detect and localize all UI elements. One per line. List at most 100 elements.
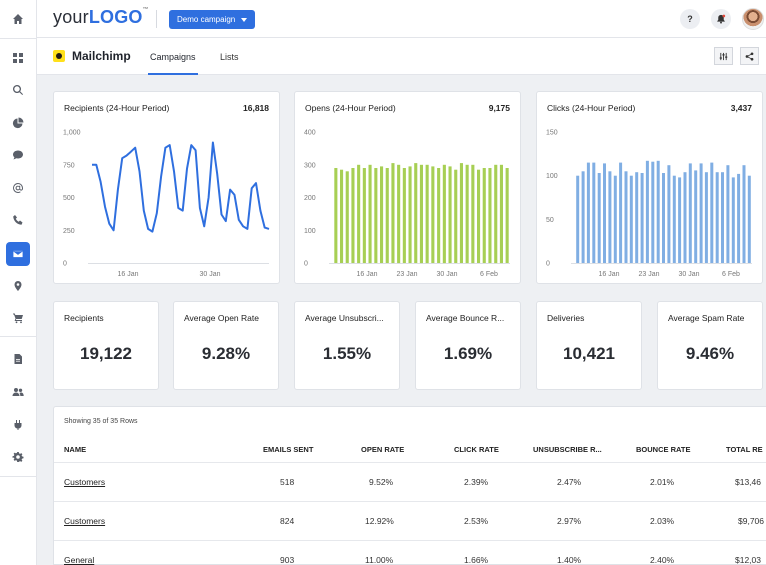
- column-header-emails-sent[interactable]: EMAILS SENT: [263, 445, 314, 454]
- data-bar: [613, 175, 617, 263]
- y-tick-label: 250: [63, 228, 75, 235]
- data-bar: [431, 166, 435, 263]
- data-bar: [351, 168, 355, 263]
- data-bar: [710, 162, 714, 263]
- cell-bounce-rate: 2.01%: [650, 477, 675, 487]
- brand-logo[interactable]: yourLOGO™: [53, 7, 149, 28]
- header-divider: [156, 10, 157, 28]
- cell-unsubscribe-rate: 1.40%: [557, 555, 582, 565]
- data-bar: [419, 164, 423, 264]
- campaign-name-link[interactable]: Customers: [64, 516, 106, 526]
- data-bar: [576, 175, 580, 263]
- recipients-chart-card: Recipients (24-Hour Period) 16,818 1,000…: [53, 91, 280, 284]
- report-document-icon[interactable]: [6, 347, 30, 371]
- kpi-card: Average Open Rate 9.28%: [173, 301, 279, 390]
- location-pin-icon[interactable]: [6, 274, 30, 298]
- active-tab-indicator: [148, 73, 198, 75]
- data-bar: [592, 162, 596, 263]
- tab-campaigns[interactable]: Campaigns: [150, 52, 196, 62]
- kpi-value: 1.55%: [322, 344, 372, 363]
- kpi-card: Average Unsubscri... 1.55%: [294, 301, 400, 390]
- data-bar: [704, 172, 708, 263]
- logo-strong: LOGO: [88, 7, 143, 27]
- plug-icon[interactable]: [6, 413, 30, 437]
- data-bar: [721, 172, 724, 263]
- data-bar: [362, 168, 366, 263]
- share-button[interactable]: [740, 47, 759, 65]
- bell-icon: [717, 14, 726, 24]
- tab-lists[interactable]: Lists: [220, 52, 239, 62]
- help-icon: ?: [687, 14, 693, 24]
- notifications-button[interactable]: [711, 9, 731, 29]
- cart-icon[interactable]: [6, 306, 30, 330]
- cell-emails-sent: 903: [280, 555, 295, 565]
- y-tick-label: 150: [546, 130, 558, 137]
- data-bar: [345, 171, 349, 263]
- x-tick-label: 23 Jan: [638, 271, 659, 278]
- clicks-chart-card: Clicks (24-Hour Period) 3,437 150 100 50 0 1…: [536, 91, 763, 284]
- pie-chart-icon[interactable]: [6, 111, 30, 135]
- data-bar: [629, 175, 633, 263]
- filter-settings-button[interactable]: [714, 47, 733, 65]
- y-tick-label: 200: [304, 195, 316, 202]
- data-bar: [699, 163, 703, 263]
- users-icon[interactable]: [6, 380, 30, 404]
- data-bar: [374, 168, 378, 263]
- data-bar: [747, 175, 751, 263]
- data-bar: [477, 169, 481, 263]
- data-bar: [603, 163, 606, 263]
- data-bar: [608, 171, 612, 263]
- chat-icon[interactable]: [6, 143, 30, 167]
- email-icon[interactable]: [6, 242, 30, 266]
- data-bar: [391, 163, 395, 263]
- column-header-total-revenue[interactable]: TOTAL RE: [726, 445, 763, 454]
- column-header-bounce-rate[interactable]: BOUNCE RATE: [636, 445, 691, 454]
- user-avatar[interactable]: [742, 8, 764, 30]
- clicks-bar-chart: 150 100 50 0 16 Jan 23 Jan 30 Jan 6 Feb: [546, 130, 752, 278]
- kpi-card: Average Bounce R... 1.69%: [415, 301, 521, 390]
- mailchimp-logo-icon: [53, 50, 65, 62]
- cell-unsubscribe-rate: 2.47%: [557, 477, 582, 487]
- chart-title: Recipients (24-Hour Period): [64, 103, 170, 113]
- cell-click-rate: 2.39%: [464, 477, 489, 487]
- kpi-value: 19,122: [80, 344, 132, 363]
- data-bar: [586, 162, 590, 263]
- data-bar: [494, 164, 498, 264]
- data-bar: [726, 165, 730, 263]
- data-bar: [482, 168, 486, 263]
- y-tick-label: 100: [304, 228, 316, 235]
- recipients-line-chart: 1,000 750 500 250 0 16 Jan 30 Jan: [63, 130, 270, 278]
- campaign-name-link[interactable]: General: [64, 555, 95, 565]
- column-header-click-rate[interactable]: CLICK RATE: [454, 445, 499, 454]
- recipients-series-line: [92, 141, 270, 233]
- at-sign-icon[interactable]: [6, 176, 30, 200]
- y-tick-label: 300: [304, 162, 316, 169]
- column-header-open-rate[interactable]: OPEN RATE: [361, 445, 405, 454]
- kpi-value: 9.28%: [201, 344, 251, 363]
- sidebar-divider: [0, 38, 37, 39]
- data-bar: [635, 172, 639, 263]
- campaign-name-link[interactable]: Customers: [64, 477, 106, 487]
- sidebar-divider: [0, 336, 37, 337]
- help-button[interactable]: ?: [680, 9, 700, 29]
- x-tick-label: 16 Jan: [356, 271, 377, 278]
- campaign-selector-button[interactable]: Demo campaign: [169, 10, 256, 29]
- y-tick-label: 50: [546, 217, 554, 224]
- column-header-name[interactable]: NAME: [64, 445, 87, 454]
- y-tick-label: 100: [546, 173, 558, 180]
- cell-total-revenue: $9,706: [738, 516, 764, 526]
- settings-gear-icon[interactable]: [6, 445, 30, 469]
- opens-chart-card: Opens (24-Hour Period) 9,175 400 300 200 10…: [294, 91, 521, 284]
- data-bar: [402, 168, 406, 263]
- column-header-unsubscribe-rate[interactable]: UNSUBSCRIBE R...: [533, 445, 602, 454]
- search-icon[interactable]: [6, 78, 30, 102]
- dashboard-grid-icon[interactable]: [6, 46, 30, 70]
- home-icon[interactable]: [6, 7, 30, 31]
- integration-header: Mailchimp Campaigns Lists: [37, 38, 766, 75]
- data-bar: [505, 168, 509, 263]
- data-bar: [581, 171, 585, 263]
- phone-icon[interactable]: [6, 208, 30, 232]
- data-bar: [397, 164, 401, 264]
- data-bar: [656, 160, 660, 263]
